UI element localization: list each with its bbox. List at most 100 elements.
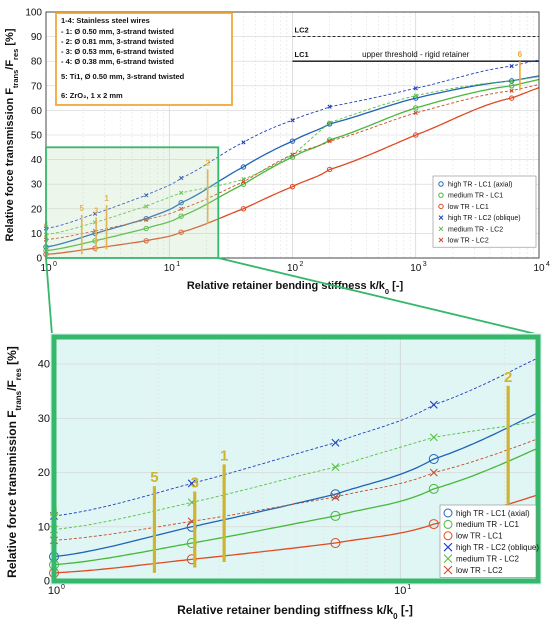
bottom-legend-box <box>439 504 537 578</box>
series-line-1 <box>53 447 539 566</box>
zoom-connector-right <box>218 257 541 336</box>
data-point <box>179 190 184 195</box>
y-tick-label: 10 <box>31 229 43 240</box>
data-point <box>428 519 439 530</box>
data-point <box>331 463 340 472</box>
range-bar-label-2: 2 <box>205 158 210 167</box>
data-point <box>289 138 296 144</box>
y-tick-label: 30 <box>38 413 50 425</box>
legend-marker <box>438 203 444 210</box>
data-point <box>508 83 515 89</box>
legend-entry-1: medium TR - LC1 <box>456 520 520 529</box>
data-point <box>179 175 184 181</box>
legend-marker <box>438 237 444 243</box>
y-tick-label: 0 <box>36 254 42 265</box>
data-point <box>326 166 333 173</box>
series-line-3 <box>53 357 539 517</box>
threshold-label-LC2: LC2 <box>295 26 309 35</box>
data-point <box>428 483 439 494</box>
legend-entry-2: low TR - LC1 <box>456 532 503 541</box>
data-point <box>508 95 515 101</box>
data-point <box>143 225 149 232</box>
note-line-2: - 1: Ø 0.50 mm, 3-strand twisted <box>61 27 174 36</box>
note-line-7: 6: ZrO₂, 1 x 2 mm <box>61 91 123 100</box>
x-tick-label: 10 <box>410 263 422 274</box>
bottom-plot-frame <box>51 334 541 584</box>
data-point <box>413 86 418 91</box>
data-point <box>429 400 438 409</box>
x-tick-label: 10 <box>287 263 299 274</box>
data-point <box>429 468 438 477</box>
legend-entry-2: low TR - LC1 <box>448 204 489 211</box>
zoom-connector-left <box>45 257 53 336</box>
data-point <box>413 110 418 116</box>
data-point <box>290 152 295 157</box>
data-point <box>143 215 149 222</box>
x-tick-exponent: 0 <box>61 584 65 591</box>
y-tick-label: 100 <box>25 8 42 19</box>
data-point <box>143 238 149 244</box>
legend-marker <box>443 565 453 575</box>
top-series-group <box>43 59 540 258</box>
top-plot-frame <box>45 11 540 259</box>
range-bar-label-2: 2 <box>504 369 512 386</box>
data-point <box>326 137 333 143</box>
x-tick-exponent: 0 <box>53 261 57 268</box>
data-point <box>187 479 196 488</box>
y-tick-label: 0 <box>44 576 50 588</box>
data-point <box>508 78 515 84</box>
data-point <box>331 438 340 447</box>
y-tick-label: 30 <box>31 180 43 191</box>
note-line-1: 1-4: Stainless steel wires <box>61 16 150 25</box>
top-range-bars: 123456 <box>44 50 523 256</box>
legend-entry-1: medium TR - LC1 <box>448 193 503 200</box>
data-point <box>330 489 341 500</box>
data-point <box>144 217 149 223</box>
range-bar-label-3: 3 <box>191 475 199 492</box>
legend-marker <box>438 181 444 187</box>
legend-marker <box>443 508 453 518</box>
legend-entry-5: low TR - LC2 <box>448 238 489 245</box>
y-tick-label: 40 <box>38 359 50 371</box>
range-bar-label-5: 5 <box>150 469 158 486</box>
range-bar-label-6: 6 <box>518 50 523 59</box>
y-tick-label: 20 <box>31 204 43 215</box>
data-point <box>92 211 98 216</box>
note-line-6: 5: Ti1, Ø 0.50 mm, 3-strand twisted <box>61 72 185 81</box>
y-tick-label: 10 <box>38 521 50 533</box>
legend-entry-5: low TR - LC2 <box>456 566 503 575</box>
data-point <box>92 238 98 244</box>
legend-marker <box>443 542 453 552</box>
top-x-axis-label: Relative retainer bending stiffness k/k0… <box>187 280 404 296</box>
top-legend: high TR - LC1 (axial) medium TR - LC1 low … <box>432 175 537 248</box>
data-point <box>178 229 184 235</box>
series-line-0 <box>45 75 540 248</box>
legend-entry-0: high TR - LC1 (axial) <box>448 182 512 189</box>
data-point <box>428 454 439 464</box>
series-line-5 <box>53 438 539 541</box>
data-point <box>289 183 296 190</box>
data-point <box>144 193 149 198</box>
range-bar-label-5: 5 <box>80 204 85 213</box>
legend-marker <box>443 554 453 563</box>
data-point <box>330 510 341 521</box>
data-point <box>241 140 246 145</box>
data-point <box>179 206 184 211</box>
y-tick-label: 50 <box>31 131 43 142</box>
y-tick-label: 60 <box>31 106 43 117</box>
top-threshold-lines: LC2 LC1 upper threshold - rigid retainer <box>292 26 539 62</box>
data-point <box>240 206 247 212</box>
series-line-4 <box>53 420 539 530</box>
legend-entry-3: high TR - LC2 (oblique) <box>456 543 539 552</box>
threshold-label-LC1: LC1 <box>295 50 309 59</box>
note-line-3: - 2: Ø 0.81 mm, 3-strand twisted <box>61 37 174 46</box>
y-tick-label: 90 <box>31 32 43 43</box>
x-tick-exponent: 1 <box>407 584 411 591</box>
series-line-1 <box>45 78 540 252</box>
top-legend-box <box>432 175 537 248</box>
y-tick-label: 70 <box>31 81 43 92</box>
x-tick-exponent: 2 <box>300 261 304 268</box>
data-point <box>331 492 340 501</box>
data-point <box>144 204 149 209</box>
